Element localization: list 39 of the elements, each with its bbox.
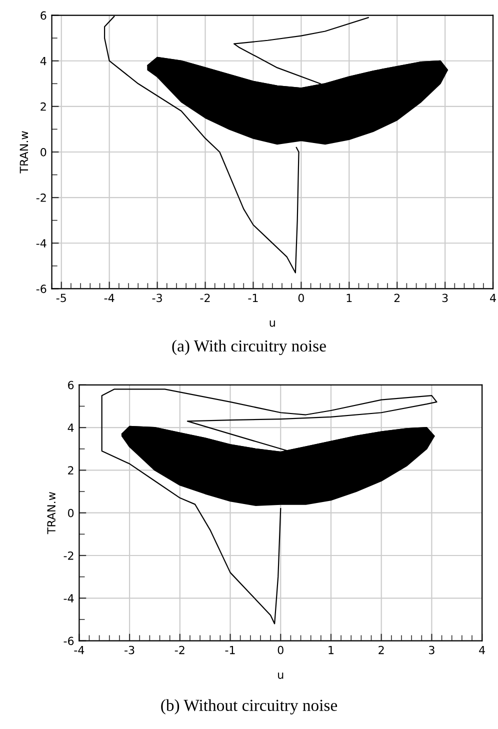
x-tick-label: 3 — [442, 294, 448, 302]
y-tick-label: -6 — [36, 284, 46, 294]
x-tick-label: -3 — [124, 646, 134, 654]
y-tick-label: 6 — [40, 11, 46, 20]
x-tick-label: 0 — [298, 294, 304, 302]
y-tick-label: 4 — [68, 424, 74, 432]
x-tick-label: -3 — [152, 294, 162, 302]
text: (b) Without circuitry noise — [161, 699, 338, 714]
y-tick-label: 4 — [40, 56, 46, 66]
x-tick-label: -5 — [56, 294, 66, 302]
y-axis-title: TRAN.w — [47, 492, 56, 534]
y-tick-label: -2 — [36, 194, 46, 202]
x-tick-label: -1 — [248, 294, 258, 302]
y-tick-label: 0 — [68, 508, 74, 518]
x-axis-title: u — [270, 320, 275, 327]
y-tick-label: 2 — [68, 466, 74, 474]
x-tick-label: 3 — [429, 646, 434, 654]
x-tick-label: 1 — [346, 294, 352, 302]
y-tick-label: 0 — [40, 148, 46, 156]
x-tick-label: 0 — [278, 646, 284, 654]
y-tick-label: 2 — [40, 102, 46, 111]
x-tick-label: 2 — [378, 646, 384, 654]
x-axis-title: u — [278, 672, 284, 679]
y-tick-label: -2 — [64, 551, 74, 560]
x-tick-label: -4 — [104, 294, 114, 302]
y-axis-title: TRAN.w — [20, 131, 28, 174]
x-tick-label: 1 — [328, 646, 334, 654]
x-tick-label: -1 — [225, 646, 235, 654]
x-tick-label: -2 — [200, 294, 210, 302]
y-tick-label: -4 — [36, 239, 46, 248]
y-tick-label: -6 — [64, 636, 74, 646]
text: (a) With circuitry noise — [172, 340, 326, 356]
y-tick-label: -4 — [64, 594, 74, 602]
x-tick-label: -2 — [174, 646, 184, 654]
x-tick-label: -4 — [74, 646, 84, 654]
y-tick-label: 6 — [68, 380, 74, 390]
x-tick-label: 4 — [490, 294, 496, 302]
x-tick-label: 2 — [394, 294, 400, 302]
x-tick-label: 4 — [479, 646, 485, 654]
